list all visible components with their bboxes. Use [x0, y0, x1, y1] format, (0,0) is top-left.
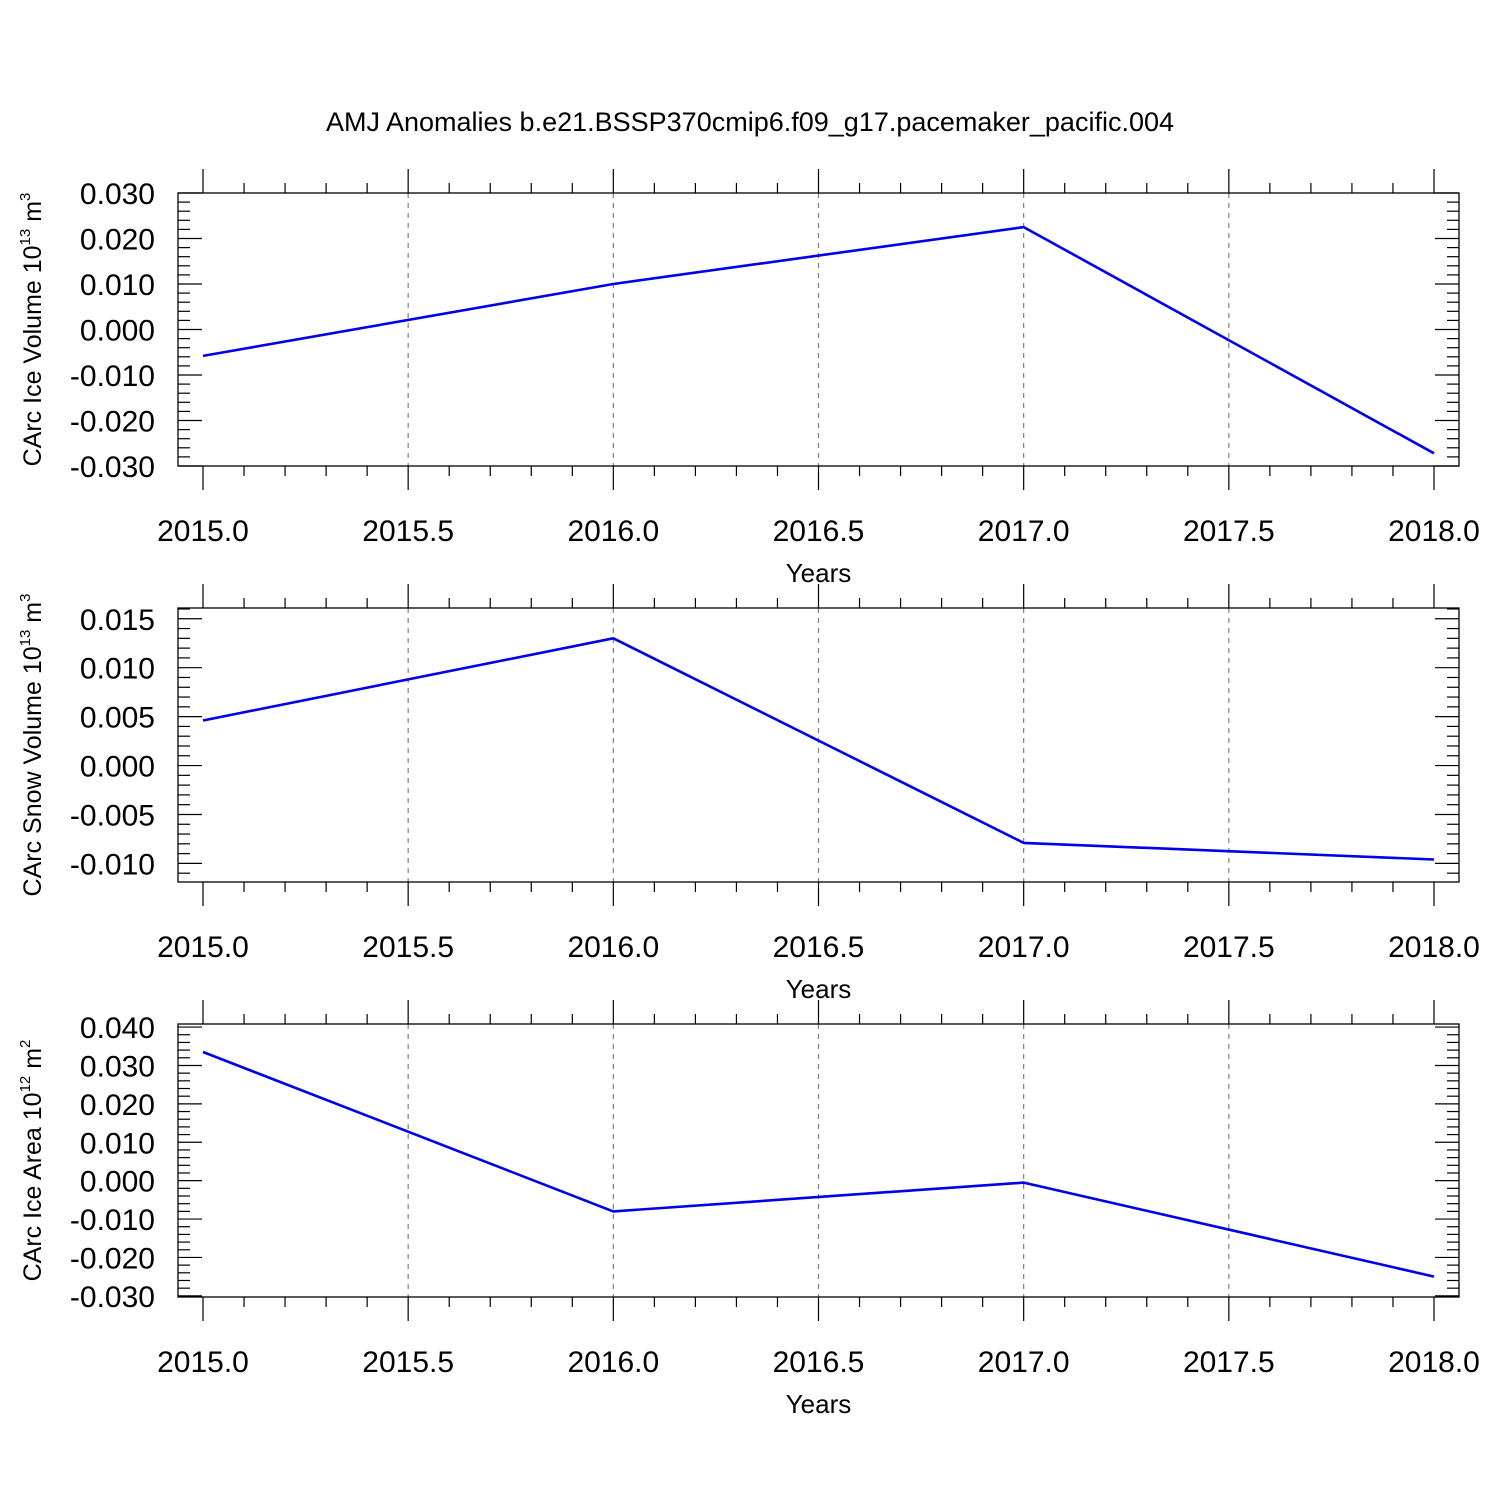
x-axis-label: Years: [786, 974, 852, 1004]
y-axis-label-unit: m: [19, 602, 47, 630]
x-tick-label: 2015.0: [157, 515, 249, 548]
y-axis-label-unit-exponent: 2: [17, 1040, 34, 1048]
y-tick-label: -0.010: [70, 1204, 155, 1237]
x-tick-label: 2016.0: [567, 931, 659, 964]
x-tick-label: 2017.5: [1183, 1346, 1275, 1379]
x-axis-label: Years: [786, 558, 852, 588]
y-axis-label-exponent: 13: [17, 630, 34, 647]
y-axis-label-exponent: 13: [17, 229, 34, 246]
x-tick-label: 2018.0: [1388, 931, 1480, 964]
panel-3: 2015.0 2015.5 2016.0 2016.5 2017.0 2017.5 2018…: [17, 1000, 1480, 1419]
x-axis-label: Years: [786, 1389, 852, 1419]
panel-2: 2015.0 2015.5 2016.0 2016.5 2017.0 2017.5 2018…: [17, 584, 1480, 1004]
x-tick-label: 2017.0: [978, 515, 1070, 548]
x-tick-label: 2016.0: [567, 515, 659, 548]
y-tick-label: 0.010: [80, 653, 155, 686]
y-axis-label-exponent: 12: [17, 1076, 34, 1093]
x-tick-label: 2016.5: [773, 1346, 865, 1379]
y-tick-label: 0.015: [80, 604, 155, 637]
figure-title: AMJ Anomalies b.e21.BSSP370cmip6.f09_g17…: [326, 107, 1174, 137]
y-axis-label: CArc Ice Volume 1013 m3: [17, 193, 47, 467]
x-tick-label: 2015.5: [362, 931, 454, 964]
y-axis-label: CArc Snow Volume 1013 m3: [17, 594, 47, 897]
y-tick-label: 0.000: [80, 751, 155, 784]
x-tick-label: 2017.5: [1183, 515, 1275, 548]
series-line: [202, 1050, 1435, 1278]
x-tick-label: 2016.0: [567, 1346, 659, 1379]
x-tick-label: 2018.0: [1388, 1346, 1480, 1379]
series-line: [202, 636, 1435, 861]
y-tick-label: -0.005: [70, 799, 155, 832]
y-tick-label: 0.010: [80, 269, 155, 302]
y-tick-label: 0.005: [80, 702, 155, 735]
x-tick-label: 2015.0: [157, 1346, 249, 1379]
y-tick-label: 0.020: [80, 1089, 155, 1122]
y-tick-label: -0.030: [70, 1281, 155, 1314]
x-tick-label: 2016.5: [773, 515, 865, 548]
x-tick-label: 2017.5: [1183, 931, 1275, 964]
y-tick-label: -0.010: [70, 360, 155, 393]
y-tick-label: -0.030: [70, 451, 155, 484]
y-tick-label: -0.020: [70, 1242, 155, 1275]
y-tick-label: 0.030: [80, 178, 155, 211]
x-tick-label: 2015.0: [157, 931, 249, 964]
y-axis-label-unit: m: [19, 1048, 47, 1076]
y-tick-label: 0.010: [80, 1127, 155, 1160]
y-axis-label-text: CArc Ice Area 10: [19, 1092, 47, 1281]
y-axis-label-text: CArc Snow Volume 10: [19, 646, 47, 896]
y-axis-label-text: CArc Ice Volume 10: [19, 245, 47, 466]
y-tick-label: 0.020: [80, 224, 155, 257]
y-axis-label-unit-exponent: 3: [17, 594, 34, 602]
panel-1: 2015.0 2015.5 2016.0 2016.5 2017.0 2017.5 2018…: [17, 169, 1480, 588]
y-tick-label: 0.000: [80, 315, 155, 348]
y-tick-label: 0.000: [80, 1166, 155, 1199]
x-tick-label: 2017.0: [978, 1346, 1070, 1379]
y-tick-label: -0.020: [70, 406, 155, 439]
y-axis-label-unit: m: [19, 201, 47, 229]
x-tick-label: 2015.5: [362, 515, 454, 548]
series-line: [202, 225, 1435, 455]
y-tick-label: 0.030: [80, 1050, 155, 1083]
x-tick-label: 2018.0: [1388, 515, 1480, 548]
panels: 2015.0 2015.5 2016.0 2016.5 2017.0 2017.5 2018…: [17, 169, 1480, 1419]
y-axis-label-unit-exponent: 3: [17, 193, 34, 201]
y-tick-label: -0.010: [70, 848, 155, 881]
y-tick-label: 0.040: [80, 1012, 155, 1045]
x-tick-label: 2017.0: [978, 931, 1070, 964]
y-axis-label: CArc Ice Area 1012 m2: [17, 1040, 47, 1282]
x-tick-label: 2016.5: [773, 931, 865, 964]
x-tick-label: 2015.5: [362, 1346, 454, 1379]
